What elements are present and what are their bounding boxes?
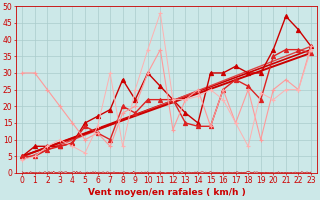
X-axis label: Vent moyen/en rafales ( km/h ): Vent moyen/en rafales ( km/h ) [88,188,245,197]
